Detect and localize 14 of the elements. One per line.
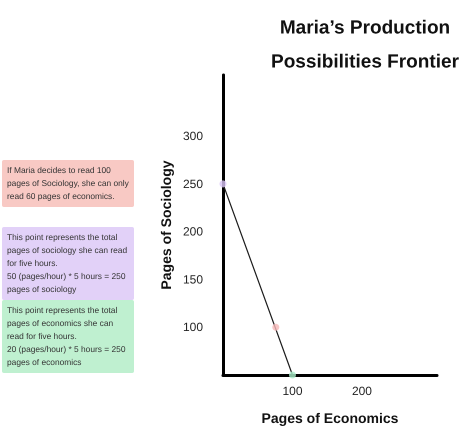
text: This point represents the total pages of economics she can read for five hours. 20 (pages/hour) * 5 hours = 250 pages of economics: [2, 300, 134, 373]
y-axis-title: Pages of Sociology: [158, 160, 174, 290]
y-tick-label: 150: [182, 272, 204, 286]
point: [220, 180, 226, 188]
chart-title: Maria’s Production Possibilities Frontier: [271, 18, 460, 72]
x-axis-title: Pages of Economics: [262, 410, 399, 426]
point: [272, 324, 280, 331]
y-tick-label: 300: [182, 129, 204, 144]
text: This point represents the total pages of sociology she can read for five hours. 50 (pages/hour) * 5 hours = 250 pages of sociology: [2, 227, 134, 300]
y-tick-label: 250: [182, 176, 204, 191]
y-tick-label: 200: [182, 224, 204, 239]
text: If Maria decides to read 100 pages of Sociology, she can only read 60 pages of economics.: [2, 160, 134, 207]
y-tick-label: 100: [182, 320, 204, 334]
point: [288, 372, 296, 378]
